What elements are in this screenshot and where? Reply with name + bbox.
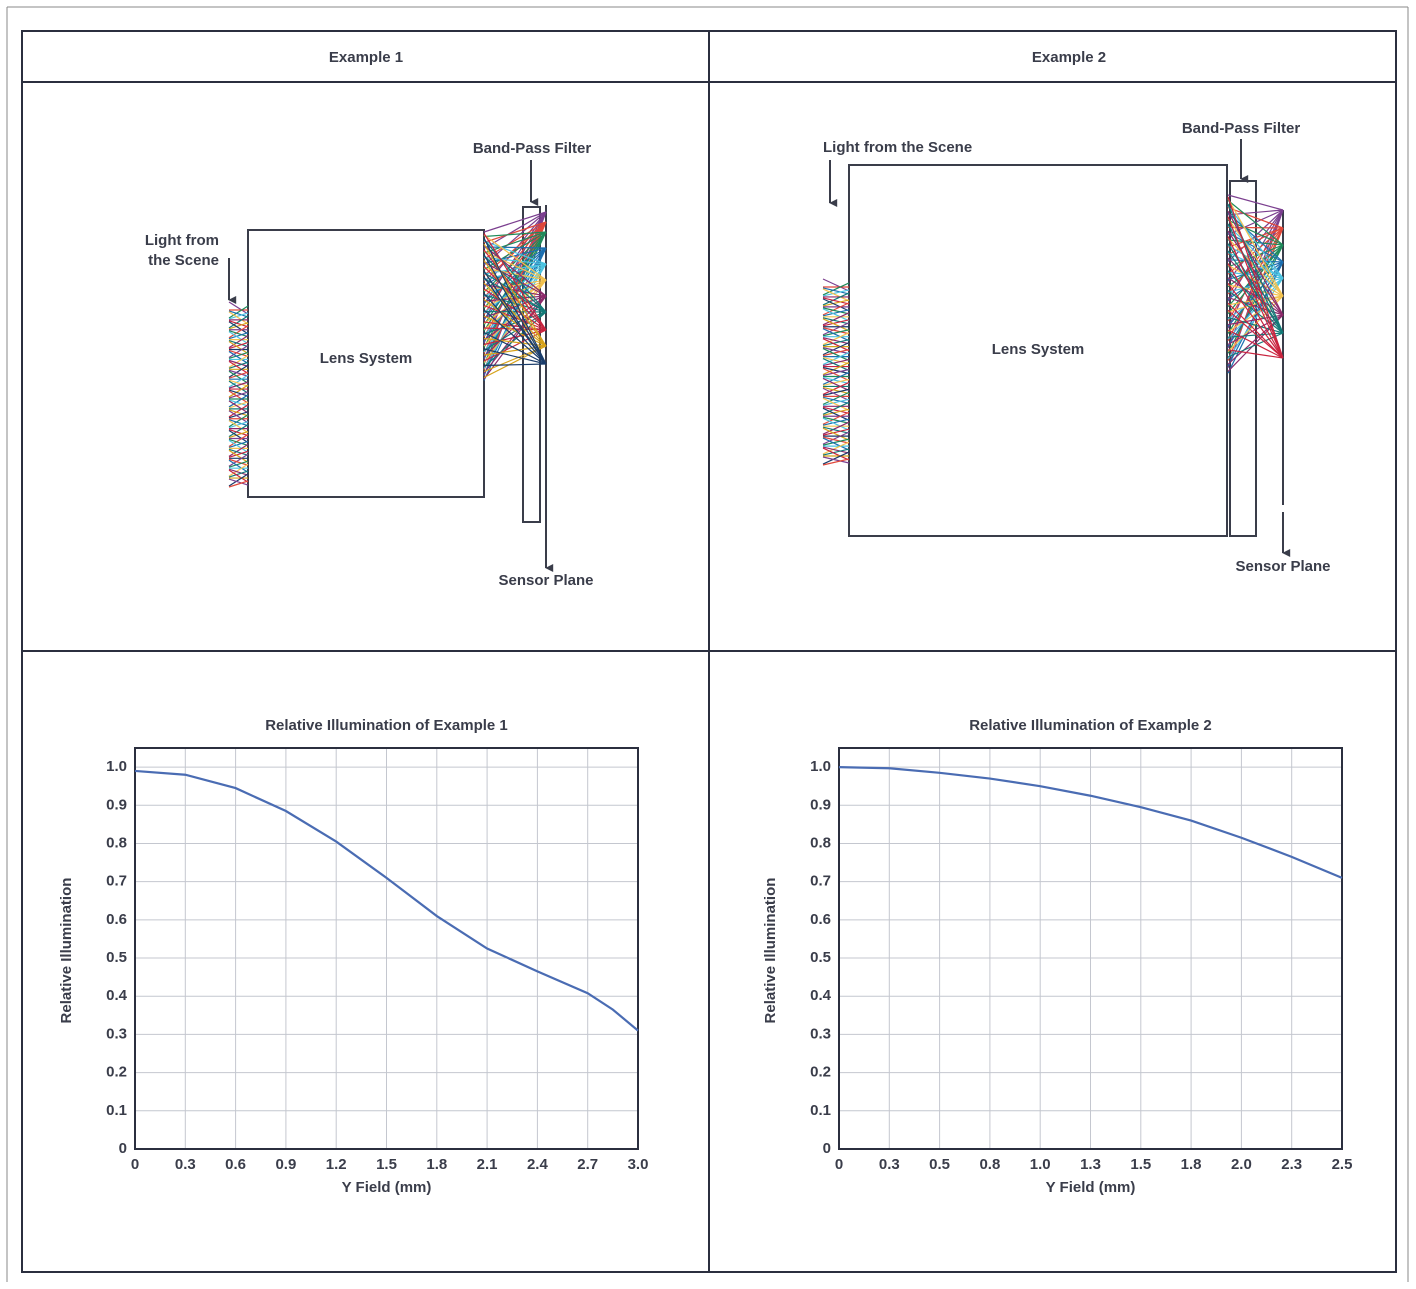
x-tick-label: 0.5 [929, 1156, 950, 1173]
chart-title: Relative Illumination of Example 2 [969, 717, 1212, 734]
x-tick-label: 0 [131, 1156, 139, 1173]
x-tick-label: 1.5 [1130, 1156, 1151, 1173]
x-tick-label: 1.0 [1030, 1156, 1051, 1173]
x-tick-label: 3.0 [628, 1156, 649, 1173]
x-tick-label: 1.8 [1181, 1156, 1202, 1173]
y-tick-label: 0.8 [810, 834, 831, 851]
y-tick-label: 0.2 [810, 1064, 831, 1081]
y-axis-label: Relative Illumination [58, 878, 75, 1024]
y-axis-label: Relative Illumination [762, 878, 779, 1024]
figure: Example 1 Example 2 Lens System Band-Pas… [0, 0, 1416, 1289]
y-tick-label: 0.2 [106, 1064, 127, 1081]
panel-header: Example 2 [1032, 49, 1106, 66]
y-tick-label: 0.7 [810, 873, 831, 890]
x-tick-label: 0.3 [879, 1156, 900, 1173]
sensor-label: Sensor Plane [498, 572, 593, 589]
chart: 0 0.1 0.2 0.3 0.4 0.5 0.6 0.7 0.8 0.9 1.0 0 0.3 0.5 0.… [762, 717, 1352, 1196]
x-tick-label: 2.4 [527, 1156, 549, 1173]
x-tick-label: 2.1 [477, 1156, 498, 1173]
y-tick-label: 1.0 [106, 758, 127, 775]
lens-label: Lens System [320, 350, 413, 367]
x-tick-label: 0.8 [979, 1156, 1000, 1173]
panel-header: Example 1 [329, 49, 403, 66]
x-axis-label: Y Field (mm) [1046, 1179, 1136, 1196]
x-tick-label: 2.3 [1281, 1156, 1302, 1173]
y-tick-label: 0.8 [106, 834, 127, 851]
filter-label: Band-Pass Filter [1182, 120, 1301, 137]
x-tick-label: 1.5 [376, 1156, 397, 1173]
x-tick-label: 0.6 [225, 1156, 246, 1173]
x-tick-label: 1.8 [426, 1156, 447, 1173]
y-tick-label: 0.6 [106, 911, 127, 928]
light-label: Light from the Scene [823, 139, 972, 156]
ray [484, 312, 546, 313]
lens-label: Lens System [992, 341, 1085, 358]
x-tick-label: 0 [835, 1156, 843, 1173]
y-tick-label: 1.0 [810, 758, 831, 775]
diagram: Lens System Band-Pass Filter Sensor Plan… [823, 120, 1331, 575]
sensor-label: Sensor Plane [1235, 558, 1330, 575]
x-tick-label: 1.2 [326, 1156, 347, 1173]
y-tick-label: 0 [823, 1140, 831, 1157]
x-tick-label: 2.5 [1332, 1156, 1353, 1173]
x-tick-label: 0.9 [275, 1156, 296, 1173]
y-tick-label: 0.4 [106, 987, 128, 1004]
light-label: Light from [145, 232, 219, 249]
y-tick-label: 0.5 [810, 949, 831, 966]
y-tick-label: 0.1 [810, 1102, 831, 1119]
y-tick-label: 0.6 [810, 911, 831, 928]
y-tick-label: 0.3 [810, 1025, 831, 1042]
y-tick-label: 0.4 [810, 987, 832, 1004]
y-tick-label: 0.9 [810, 796, 831, 813]
x-tick-label: 2.7 [577, 1156, 598, 1173]
y-tick-label: 0.1 [106, 1102, 127, 1119]
chart: 0 0.1 0.2 0.3 0.4 0.5 0.6 0.7 0.8 0.9 1.0 0 0.3 0.6 0.… [58, 717, 648, 1196]
diagram: Lens System Band-Pass Filter Sensor Plan… [145, 140, 594, 589]
x-tick-label: 2.0 [1231, 1156, 1252, 1173]
ray [484, 364, 546, 366]
filter-label: Band-Pass Filter [473, 140, 592, 157]
x-tick-label: 0.3 [175, 1156, 196, 1173]
x-axis-label: Y Field (mm) [342, 1179, 432, 1196]
light-label: the Scene [148, 252, 219, 269]
y-tick-label: 0.5 [106, 949, 127, 966]
y-tick-label: 0.9 [106, 796, 127, 813]
chart-title: Relative Illumination of Example 1 [265, 717, 508, 734]
x-tick-label: 1.3 [1080, 1156, 1101, 1173]
y-tick-label: 0 [119, 1140, 127, 1157]
y-tick-label: 0.7 [106, 873, 127, 890]
y-tick-label: 0.3 [106, 1025, 127, 1042]
